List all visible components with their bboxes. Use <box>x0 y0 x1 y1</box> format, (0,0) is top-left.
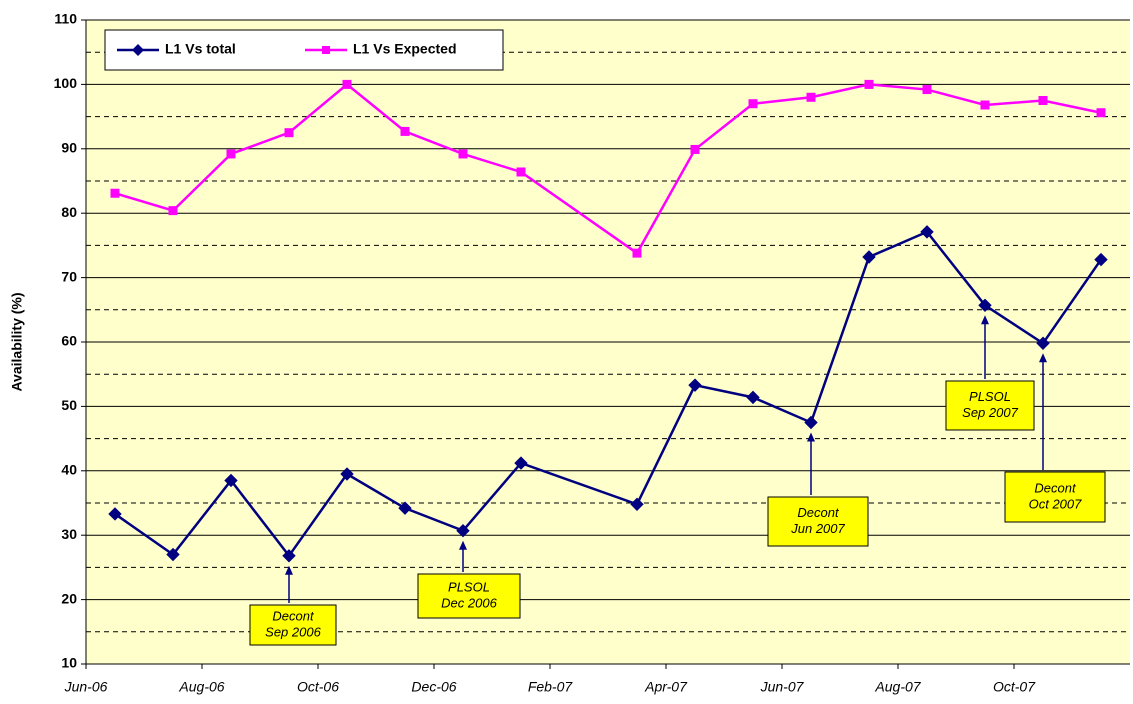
x-tick-label: Oct-07 <box>993 679 1036 695</box>
x-tick-label: Jun-06 <box>64 679 108 695</box>
marker <box>804 415 818 430</box>
arrow-head <box>1039 353 1047 363</box>
marker <box>340 467 354 481</box>
annotation-text: Decont <box>272 608 315 623</box>
legend-label: L1 Vs total <box>165 41 236 57</box>
y-tick-label: 30 <box>61 526 77 542</box>
x-tick-label: Aug-07 <box>874 679 921 695</box>
marker <box>342 79 352 89</box>
x-tick-label: Apr-07 <box>644 679 688 695</box>
legend: L1 Vs total L1 Vs Expected <box>104 29 504 71</box>
x-tick-label: Jun-07 <box>760 679 805 695</box>
marker <box>284 128 294 138</box>
y-tick-label: 50 <box>61 397 77 413</box>
arrow-head <box>981 315 989 325</box>
legend-box <box>104 29 504 71</box>
marker <box>748 99 758 109</box>
marker <box>398 501 412 515</box>
annotation-text: Oct 2007 <box>1029 496 1083 511</box>
marker <box>108 507 122 521</box>
annotation-box <box>1004 471 1106 523</box>
marker <box>922 85 932 95</box>
x-tick-label: Dec-06 <box>411 679 456 695</box>
marker <box>224 473 238 488</box>
marker <box>1036 336 1050 350</box>
marker <box>226 149 236 159</box>
marker <box>688 378 702 392</box>
y-tick-label: 20 <box>61 590 77 606</box>
marker <box>806 92 816 102</box>
y-tick-label: 40 <box>61 462 77 478</box>
marker <box>282 549 296 563</box>
marker <box>632 248 642 258</box>
legend-marker <box>132 44 144 56</box>
annotation-box <box>767 496 869 547</box>
annotation-text: Jun 2007 <box>790 521 845 536</box>
marker <box>458 149 468 159</box>
y-axis-label: Availability (%) <box>9 292 25 391</box>
marker <box>978 298 992 312</box>
marker <box>110 188 120 198</box>
y-tick-label: 70 <box>61 268 77 284</box>
marker <box>1094 252 1108 267</box>
marker <box>168 206 178 216</box>
y-tick-label: 60 <box>61 333 77 349</box>
annotation-box <box>945 380 1035 431</box>
legend-label: L1 Vs Expected <box>353 41 457 57</box>
marker <box>1038 96 1048 105</box>
marker <box>862 250 876 264</box>
annotation-text: PLSOL <box>448 579 490 594</box>
x-tick-label: Oct-06 <box>297 679 339 695</box>
annotation-text: Decont <box>797 505 840 520</box>
arrow-head <box>807 432 815 442</box>
x-tick-label: Aug-06 <box>178 679 224 695</box>
y-tick-label: 10 <box>61 655 77 671</box>
annotation-text: Dec 2006 <box>441 595 497 610</box>
marker <box>166 547 180 562</box>
annotation-text: PLSOL <box>969 389 1011 404</box>
marker <box>690 144 700 154</box>
annotation-text: Sep 2006 <box>265 624 321 639</box>
marker <box>1096 108 1106 118</box>
marker <box>456 523 470 538</box>
marker <box>980 100 990 110</box>
annotation-box <box>249 604 337 646</box>
arrow-head <box>459 540 467 550</box>
annotation-box <box>417 573 521 619</box>
y-tick-label: 100 <box>54 75 78 91</box>
legend-marker <box>322 46 330 54</box>
y-tick-label: 110 <box>54 11 77 27</box>
arrow-head <box>285 565 293 575</box>
marker <box>516 167 526 177</box>
marker <box>514 456 528 470</box>
annotation-text: Sep 2007 <box>962 405 1018 420</box>
marker <box>400 126 410 136</box>
marker <box>746 390 760 405</box>
marker <box>920 225 934 239</box>
x-tick-label: Feb-07 <box>528 679 574 695</box>
marker <box>630 497 644 511</box>
annotation-text: Decont <box>1034 480 1077 495</box>
y-tick-label: 80 <box>61 204 77 220</box>
y-tick-label: 90 <box>61 140 77 156</box>
marker <box>864 79 874 89</box>
